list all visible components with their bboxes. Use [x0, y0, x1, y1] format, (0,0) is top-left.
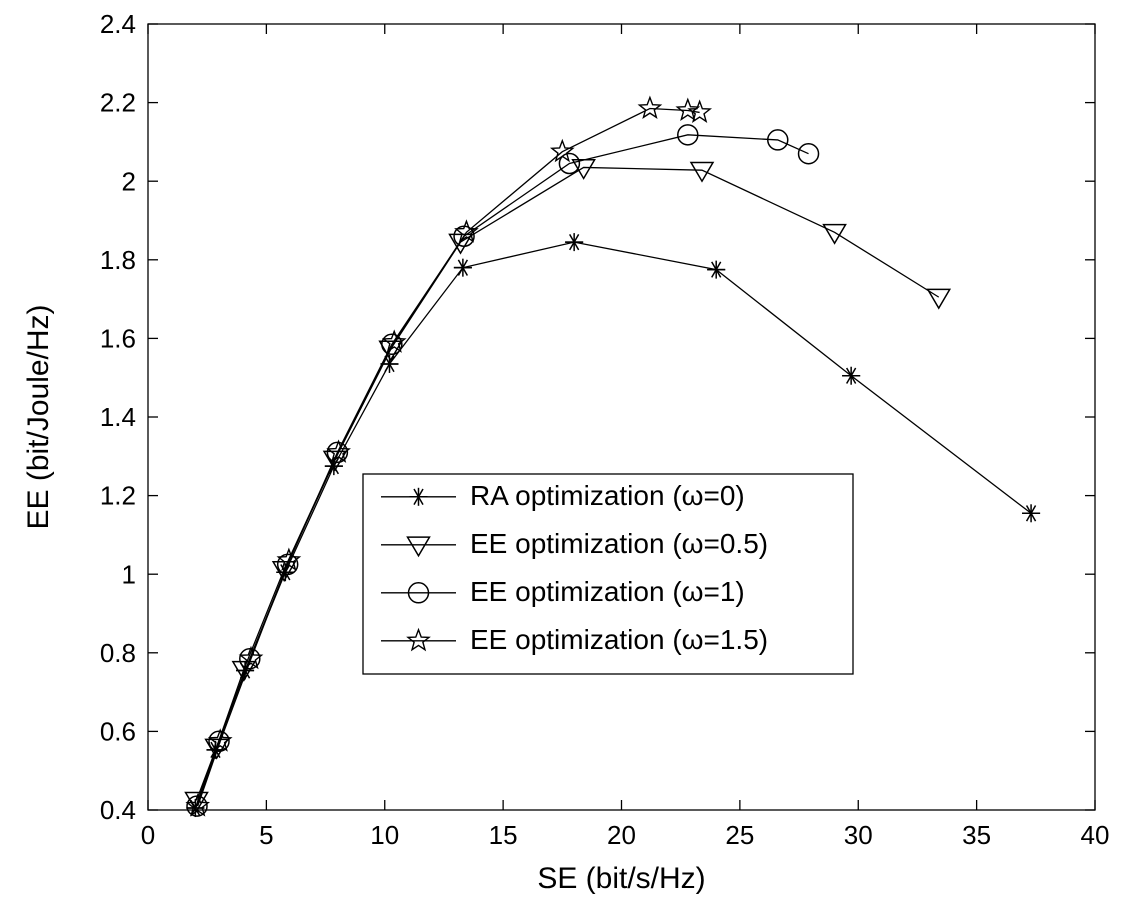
svg-text:30: 30 [844, 820, 873, 850]
legend-item-1-label: EE optimization (ω=0.5) [470, 528, 768, 559]
legend: RA optimization (ω=0) EE optimization (ω=… [363, 474, 853, 674]
svg-text:25: 25 [725, 820, 754, 850]
svg-text:10: 10 [370, 820, 399, 850]
svg-text:2: 2 [122, 166, 136, 196]
svg-text:2.2: 2.2 [100, 88, 136, 118]
svg-text:0: 0 [141, 820, 155, 850]
legend-item-3-label: EE optimization (ω=1.5) [470, 624, 768, 655]
svg-text:15: 15 [489, 820, 518, 850]
svg-text:40: 40 [1081, 820, 1110, 850]
ee-se-chart: 0 5 10 15 20 25 30 35 40 0.4 0.6 0.8 1 1.2 1.4 1.6 1.8 2 2… [0, 0, 1138, 904]
svg-text:2.4: 2.4 [100, 9, 136, 39]
svg-text:20: 20 [607, 820, 636, 850]
chart-container: 0 5 10 15 20 25 30 35 40 0.4 0.6 0.8 1 1.2 1.4 1.6 1.8 2 2… [0, 0, 1138, 904]
svg-text:5: 5 [259, 820, 273, 850]
x-axis-label: SE (bit/s/Hz) [537, 862, 705, 895]
svg-text:1.4: 1.4 [100, 402, 136, 432]
svg-text:1.6: 1.6 [100, 324, 136, 354]
svg-text:0.4: 0.4 [100, 795, 136, 825]
svg-text:35: 35 [962, 820, 991, 850]
svg-text:0.6: 0.6 [100, 717, 136, 747]
legend-item-0-label: RA optimization (ω=0) [470, 480, 745, 511]
legend-item-2-label: EE optimization (ω=1) [470, 576, 745, 607]
svg-text:1.2: 1.2 [100, 481, 136, 511]
svg-text:1.8: 1.8 [100, 245, 136, 275]
y-axis-label: EE (bit/Joule/Hz) [22, 304, 55, 529]
svg-text:1: 1 [122, 559, 136, 589]
svg-text:0.8: 0.8 [100, 638, 136, 668]
